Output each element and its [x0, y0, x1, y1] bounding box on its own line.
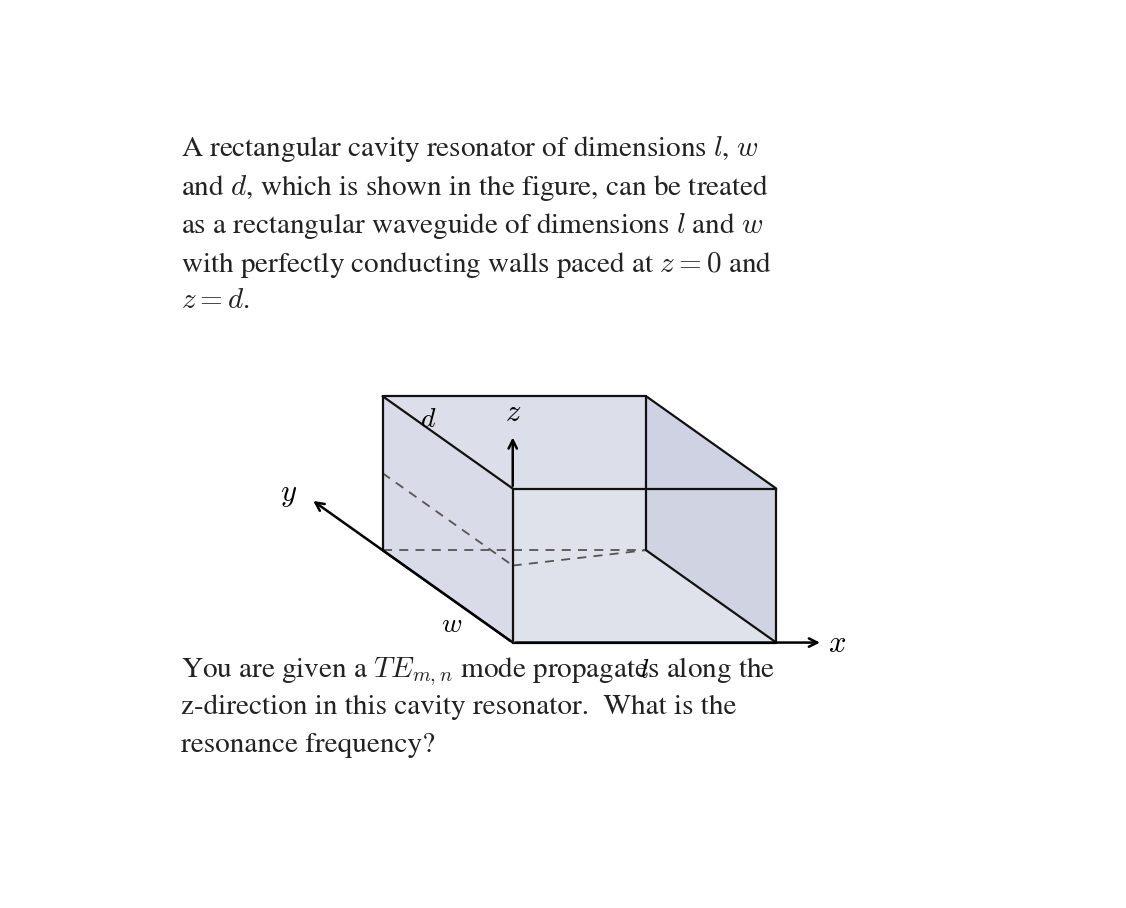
Text: $x$: $x$: [829, 630, 847, 658]
Text: $y$: $y$: [280, 481, 297, 509]
Text: and $d$, which is shown in the figure, can be treated: and $d$, which is shown in the figure, c…: [181, 173, 769, 202]
Text: as a rectangular waveguide of dimensions $l$ and $w$: as a rectangular waveguide of dimensions…: [181, 212, 763, 242]
Text: You are given a $TE_{m,n}$ mode propagates along the: You are given a $TE_{m,n}$ mode propagat…: [181, 656, 775, 688]
Text: resonance frequency?: resonance frequency?: [181, 733, 435, 758]
Text: $w$: $w$: [441, 613, 462, 638]
Text: $d$: $d$: [420, 409, 436, 433]
Text: $z = d$.: $z = d$.: [181, 289, 250, 313]
Polygon shape: [383, 396, 512, 643]
Polygon shape: [512, 489, 776, 643]
Text: z-direction in this cavity resonator.  What is the: z-direction in this cavity resonator. Wh…: [181, 694, 736, 720]
Text: A rectangular cavity resonator of dimensions $l$, $w$: A rectangular cavity resonator of dimens…: [181, 134, 759, 164]
Polygon shape: [646, 396, 776, 643]
Text: $l$: $l$: [640, 659, 650, 685]
Text: $z$: $z$: [504, 400, 521, 427]
Text: with perfectly conducting walls paced at $z = 0$ and: with perfectly conducting walls paced at…: [181, 250, 772, 280]
Polygon shape: [383, 396, 776, 489]
